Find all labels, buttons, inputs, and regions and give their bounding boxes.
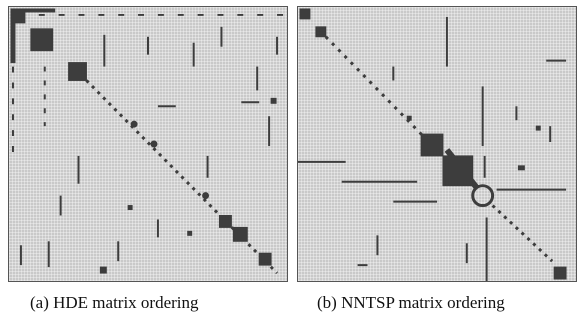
hde-sparsity-pattern (10, 8, 287, 275)
dense-block (218, 214, 232, 228)
dense-block (68, 62, 87, 81)
nonzero-entry (270, 97, 277, 104)
diagonal-band (324, 35, 427, 140)
nonzero-entry (130, 120, 138, 128)
nntsp-sparsity-pattern (298, 8, 567, 281)
dense-block (471, 184, 495, 208)
nonzero-entry (127, 205, 133, 211)
dense-block (232, 226, 248, 242)
dense-block (258, 252, 272, 266)
nonzero-entry (99, 266, 107, 274)
dense-block (299, 8, 311, 20)
diagonal-band (444, 148, 480, 190)
figure-caption-a: (a) HDE matrix ordering (30, 293, 199, 312)
diagonal-band (85, 79, 279, 275)
nonzero-entry (202, 192, 210, 200)
dense-block (553, 266, 567, 280)
nonzero-entry (406, 115, 412, 121)
figure-caption-b: (b) NNTSP matrix ordering (317, 293, 505, 312)
nonzero-entry (517, 165, 525, 171)
dense-block (24, 8, 56, 13)
dense-block (315, 26, 327, 38)
dense-block (30, 28, 54, 52)
dense-block (10, 22, 16, 64)
dense-block (10, 8, 26, 24)
diagonal-band (491, 204, 554, 263)
nonzero-entry (150, 140, 158, 148)
nonzero-entry (535, 125, 541, 131)
dense-block (420, 133, 444, 157)
nntsp-matrix-plot (297, 6, 577, 282)
nonzero-entry (187, 230, 193, 236)
hde-matrix-plot (8, 6, 288, 282)
